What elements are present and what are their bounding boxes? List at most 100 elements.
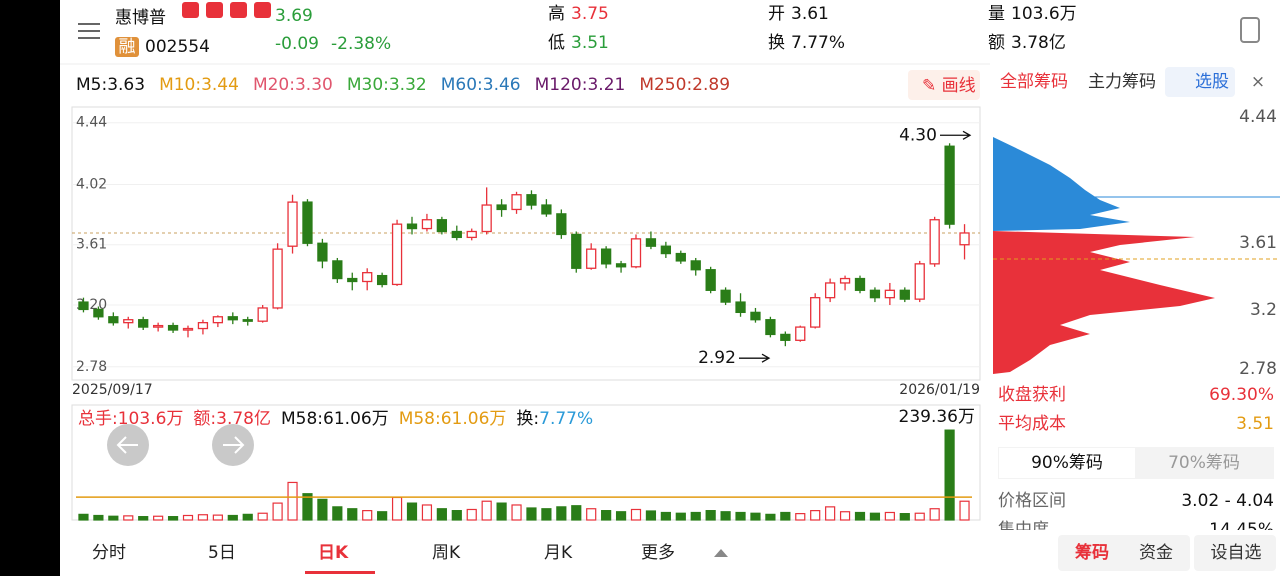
turn-label: 换: bbox=[516, 409, 539, 429]
chip-tick: 3.2 bbox=[1250, 300, 1277, 320]
volume-bar bbox=[153, 515, 164, 521]
volume-bar bbox=[795, 513, 806, 521]
bottom-tab[interactable]: 周K bbox=[432, 543, 461, 563]
volume-bar bbox=[884, 511, 895, 521]
volume-bar bbox=[182, 514, 194, 521]
bottom-tab[interactable]: 月K bbox=[544, 543, 573, 563]
volume-bar bbox=[825, 506, 836, 521]
draw-button-text: ✎ 画线 bbox=[922, 76, 976, 96]
chip-tab[interactable]: 选股 bbox=[1195, 72, 1229, 92]
candle-body bbox=[212, 316, 224, 324]
bottom-tab[interactable]: 日K bbox=[318, 543, 349, 563]
volume-bar bbox=[421, 504, 433, 521]
price-frame bbox=[71, 106, 981, 381]
end-date: 2026/01/19 bbox=[899, 382, 980, 398]
volume-bar bbox=[377, 511, 388, 521]
draw-button[interactable] bbox=[908, 70, 980, 100]
candle-body bbox=[705, 269, 716, 291]
stat-label: 换 bbox=[768, 33, 785, 53]
volume-bar bbox=[466, 508, 477, 521]
volume-bar bbox=[242, 513, 253, 521]
stat-label: 低 bbox=[548, 33, 565, 53]
chip-tab[interactable]: 主力筹码 bbox=[1088, 72, 1156, 92]
ma-item: M10:3.44 bbox=[159, 75, 239, 95]
m58b: M58:61.06万 bbox=[399, 409, 507, 429]
volume-bar bbox=[302, 493, 313, 521]
nav-prev[interactable] bbox=[107, 424, 149, 466]
candle-body bbox=[466, 230, 477, 239]
candle-body bbox=[750, 311, 761, 321]
bottom-tab[interactable]: 更多 bbox=[641, 543, 675, 563]
candle-body bbox=[839, 277, 851, 284]
chip-fund-switch bbox=[1058, 535, 1190, 571]
candle-body bbox=[167, 324, 179, 331]
tab-bg[interactable] bbox=[1165, 67, 1235, 97]
candle-body bbox=[795, 326, 806, 341]
bottom-tab[interactable]: 分时 bbox=[92, 543, 126, 563]
bottom-right-item[interactable]: 资金 bbox=[1139, 543, 1173, 563]
nav-next[interactable] bbox=[212, 424, 254, 466]
stat: 量 103.6万 bbox=[988, 4, 1077, 24]
volume-bar bbox=[675, 512, 686, 521]
stats: 高 3.75 低 3.51 开 3.61 换 7.77% 量 103.6万额 3.78亿 bbox=[548, 4, 1077, 53]
m58: M58:61.06万 bbox=[281, 409, 389, 429]
change-abs: -0.09 bbox=[275, 34, 319, 54]
volume-bar bbox=[944, 429, 955, 521]
volume-bar bbox=[720, 511, 731, 521]
candle-body bbox=[496, 204, 507, 211]
stat: 开 3.61 bbox=[768, 4, 829, 24]
chip-row-label: 平均成本 bbox=[998, 414, 1066, 434]
candle-body bbox=[376, 274, 388, 286]
phone-icon[interactable] bbox=[1240, 17, 1260, 43]
y-tick-label: 4.44 bbox=[76, 115, 107, 131]
candle-body bbox=[362, 272, 373, 283]
volume-bar bbox=[929, 508, 940, 521]
candle-body bbox=[675, 252, 686, 262]
volume-bar bbox=[705, 510, 716, 521]
chip-profit-shape bbox=[993, 231, 1215, 374]
stat-label: 开 bbox=[768, 4, 785, 24]
toggle-on[interactable] bbox=[999, 448, 1135, 478]
candle-body bbox=[824, 282, 836, 299]
volume-bar bbox=[212, 514, 223, 521]
volume-bar bbox=[78, 513, 89, 521]
candle-body bbox=[78, 301, 89, 311]
volume-bar bbox=[556, 506, 567, 521]
candle-body bbox=[600, 248, 612, 265]
icon bbox=[182, 2, 199, 18]
volume-bar bbox=[123, 515, 134, 521]
volume-bar bbox=[810, 510, 821, 521]
toggle-90[interactable]: 90%筹码 bbox=[1031, 453, 1103, 473]
menu-icon[interactable] bbox=[78, 23, 100, 39]
volume-bar bbox=[914, 512, 925, 521]
volume-bar bbox=[138, 516, 149, 521]
bottom-tab[interactable]: 5日 bbox=[208, 543, 236, 563]
bottom-right-item[interactable]: 设自选 bbox=[1211, 543, 1262, 563]
candle-body bbox=[138, 319, 149, 328]
candle-body bbox=[571, 233, 582, 269]
candle-body bbox=[526, 194, 537, 206]
toggle-70[interactable]: 70%筹码 bbox=[1168, 453, 1240, 473]
volume-bar bbox=[287, 481, 298, 521]
ma-item: M20:3.30 bbox=[253, 75, 333, 95]
volume-bar bbox=[481, 500, 492, 521]
candle-body bbox=[197, 322, 209, 330]
volume-bar bbox=[362, 510, 373, 521]
candle-body bbox=[929, 219, 940, 265]
close[interactable]: × bbox=[1251, 72, 1265, 92]
chip-tab[interactable]: 全部筹码 bbox=[1000, 72, 1068, 92]
volume-bar bbox=[93, 514, 104, 521]
volume-bar bbox=[750, 512, 761, 521]
bottom-right-item[interactable]: 筹码 bbox=[1075, 542, 1109, 563]
ma-item: M5:3.63 bbox=[76, 75, 145, 95]
volume-bar bbox=[854, 511, 866, 521]
range-value: 3.02 - 4.04 bbox=[1181, 491, 1274, 511]
candle-body bbox=[511, 194, 522, 211]
change-pct: -2.38% bbox=[331, 34, 391, 54]
candle-body bbox=[287, 201, 298, 247]
candle-body bbox=[257, 307, 268, 322]
candle-body bbox=[93, 308, 104, 318]
more-arrow[interactable] bbox=[714, 549, 728, 557]
candle-body bbox=[302, 201, 313, 244]
stat-value: 103.6万 bbox=[1011, 4, 1077, 24]
